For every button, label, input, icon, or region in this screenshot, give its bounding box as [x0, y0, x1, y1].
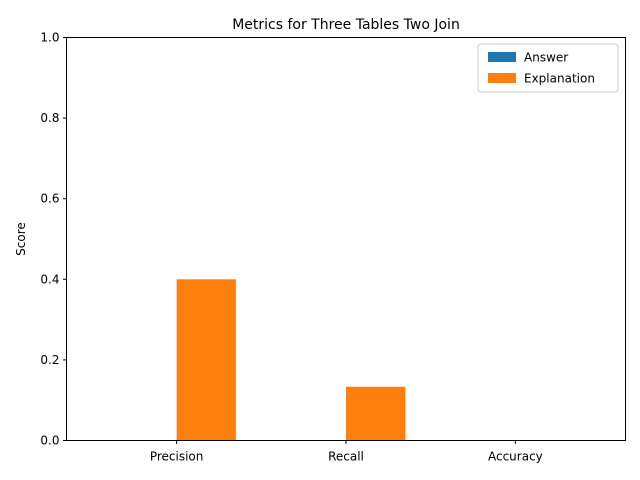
y-tick-label: 1.0: [40, 31, 59, 45]
y-tick-label: 0.2: [40, 353, 59, 367]
x-tick-label-precision: Precision: [150, 450, 204, 464]
plot-frame: [66, 37, 626, 441]
legend: Answer Explanation: [477, 43, 619, 93]
y-tick-label: 0.0: [40, 434, 59, 448]
bars-group: [176, 279, 406, 441]
y-axis-label: Score: [14, 222, 28, 256]
x-ticks-group: Precision Recall Accuracy: [150, 440, 543, 464]
legend-label-explanation: Explanation: [524, 72, 595, 86]
legend-swatch-answer: [488, 52, 516, 62]
x-tick-label-accuracy: Accuracy: [488, 450, 543, 464]
y-tick-label: 0.6: [40, 192, 59, 206]
chart-title: Metrics for Three Tables Two Join: [232, 17, 460, 33]
y-tick-label: 0.8: [40, 111, 59, 125]
bar-explanation-precision: [176, 279, 236, 441]
y-tick-label: 0.4: [40, 272, 59, 286]
legend-swatch-explanation: [488, 73, 516, 83]
y-ticks-group: 0.0 0.2 0.4 0.6 0.8 1.0: [40, 31, 67, 448]
x-tick-label-recall: Recall: [328, 450, 364, 464]
bar-explanation-recall: [346, 386, 406, 441]
legend-label-answer: Answer: [524, 51, 568, 65]
